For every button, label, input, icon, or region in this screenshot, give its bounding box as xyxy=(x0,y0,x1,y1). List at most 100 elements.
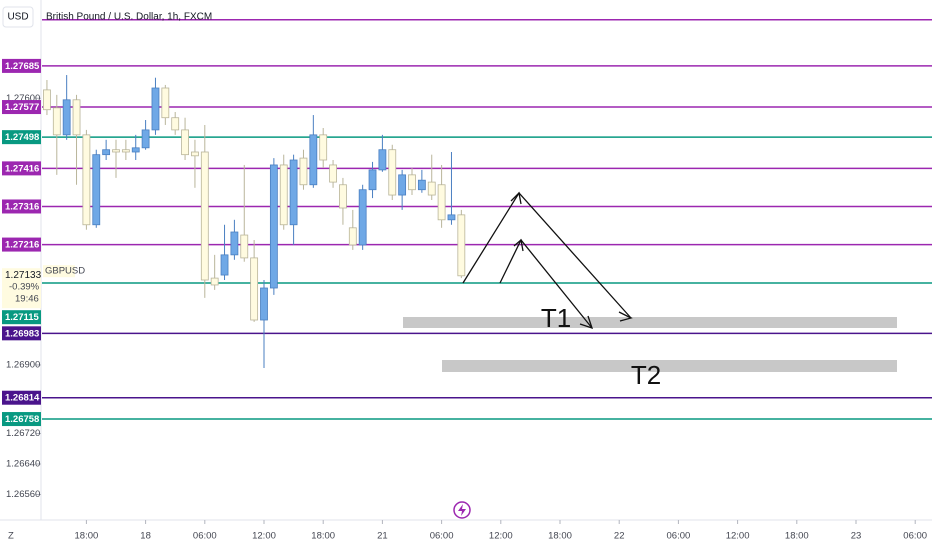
candle-body xyxy=(220,254,229,276)
x-tick-label: 18 xyxy=(140,531,151,542)
candle-body xyxy=(141,129,150,149)
level-label: 1.26814 xyxy=(5,393,40,404)
level-label: 1.27498 xyxy=(5,132,39,143)
level-label: 1.27115 xyxy=(5,312,40,323)
x-tick-label: 06:00 xyxy=(430,531,454,542)
candle-body xyxy=(43,89,51,111)
candle-body xyxy=(447,214,456,221)
candle-body xyxy=(112,149,120,153)
level-label-box xyxy=(2,100,41,115)
candle-body xyxy=(260,287,268,321)
candle-body xyxy=(121,149,130,153)
level-label-box xyxy=(2,58,41,73)
target-label: T1 xyxy=(541,303,571,333)
current-price: 1.27133 xyxy=(5,270,42,281)
arrowhead-2 xyxy=(579,315,594,330)
currency-button[interactable] xyxy=(2,6,34,28)
candle-body xyxy=(52,107,61,136)
candle-body xyxy=(171,117,180,131)
x-tick-label: 22 xyxy=(614,531,625,542)
level-label-box xyxy=(2,237,41,252)
x-tick-label: 06:00 xyxy=(667,531,691,542)
level-label-box xyxy=(2,130,41,145)
candle-body xyxy=(457,214,466,277)
target-zone-2 xyxy=(442,360,897,372)
candle-body xyxy=(329,164,337,183)
level-label-box xyxy=(2,326,41,341)
candle-body xyxy=(72,99,81,136)
candle-body xyxy=(82,134,91,226)
level-label: 1.27316 xyxy=(5,201,39,212)
y-tick-label: 1.26560 xyxy=(6,489,40,500)
x-tick-label: 12:00 xyxy=(252,531,276,542)
x-tick-label: 12:00 xyxy=(489,531,513,542)
target-zone-1 xyxy=(403,317,897,328)
candle-body xyxy=(309,134,318,186)
level-label-box xyxy=(2,161,41,176)
candle-body xyxy=(427,181,436,196)
y-tick-label: 1.27600 xyxy=(6,93,40,104)
candle-body xyxy=(339,184,347,209)
arrowhead-1 xyxy=(618,311,633,322)
symbol-tag xyxy=(43,265,75,278)
price-change: -0.39% xyxy=(9,282,40,293)
candle-body xyxy=(437,184,446,221)
candle-body xyxy=(240,234,249,259)
y-tick-label: 1.26640 xyxy=(6,459,40,470)
timezone-button[interactable]: Z xyxy=(8,531,14,542)
candle-body xyxy=(269,164,278,289)
x-tick-label: 18:00 xyxy=(548,531,572,542)
candle-body xyxy=(210,277,219,286)
candle-body xyxy=(102,149,111,156)
candle-body xyxy=(358,189,367,246)
y-tick-label: 1.26900 xyxy=(6,359,40,370)
arrowhead-1a xyxy=(510,191,522,205)
candle-body xyxy=(289,159,298,226)
candle-body xyxy=(161,87,170,119)
level-label-box xyxy=(2,412,41,427)
candle-body xyxy=(388,149,397,196)
level-label: 1.26758 xyxy=(5,414,39,425)
level-label: 1.27577 xyxy=(5,102,39,113)
candle-body xyxy=(230,231,239,256)
candle-body xyxy=(398,174,407,196)
x-tick-label: 18:00 xyxy=(75,531,99,542)
currency[interactable]: USD xyxy=(7,12,28,23)
x-tick-label: 23 xyxy=(851,531,862,542)
level-label-box xyxy=(2,199,41,214)
arrowhead-2a xyxy=(513,238,524,252)
candle-body xyxy=(348,227,357,246)
level-label: 1.27685 xyxy=(5,61,40,72)
x-tick-label: 18:00 xyxy=(785,531,809,542)
candle-body xyxy=(151,87,160,131)
countdown: 19:46 xyxy=(15,294,39,305)
candle-body xyxy=(368,169,377,191)
candle-body xyxy=(417,179,426,191)
x-tick-label: 12:00 xyxy=(726,531,750,542)
candle-body xyxy=(299,157,308,186)
event-icon-bolt xyxy=(458,504,466,516)
candle-body xyxy=(408,174,416,191)
x-tick-label: 18:00 xyxy=(311,531,335,542)
candle-body xyxy=(191,151,199,157)
current-price-box xyxy=(2,268,41,309)
candle-body xyxy=(279,164,288,226)
candle-body xyxy=(92,154,101,226)
level-label-box xyxy=(2,310,41,325)
candle-body xyxy=(131,147,140,153)
symbol: GBPUSD xyxy=(45,266,85,277)
x-tick-label: 21 xyxy=(377,531,388,542)
x-tick-label: 06:00 xyxy=(903,531,927,542)
candle-body xyxy=(378,149,387,171)
y-tick-label: 1.26720 xyxy=(6,428,40,439)
candle-body xyxy=(250,257,259,321)
candle-body xyxy=(62,99,71,136)
candle-body xyxy=(319,134,328,161)
candle-body xyxy=(200,151,209,281)
level-label-box xyxy=(2,390,41,405)
target-label: T2 xyxy=(631,360,661,390)
chart-title: British Pound / U.S. Dollar, 1h, FXCM xyxy=(46,12,212,23)
level-label: 1.27416 xyxy=(5,163,39,174)
